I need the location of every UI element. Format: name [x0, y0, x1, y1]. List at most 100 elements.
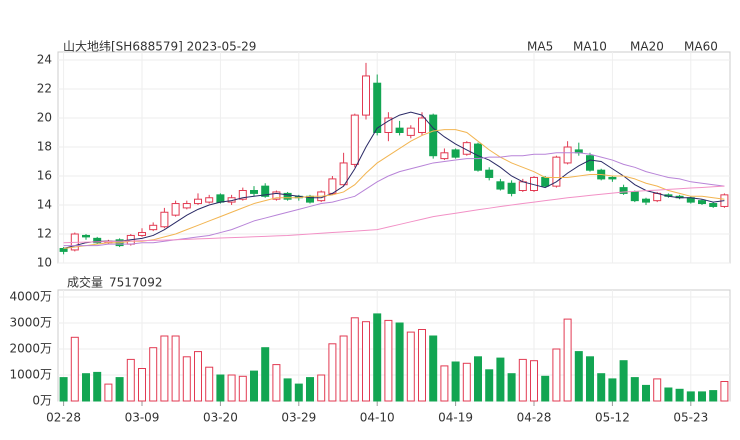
volume-bar [574, 351, 583, 402]
volume-bar [451, 361, 460, 402]
volume-bar [70, 336, 79, 402]
candle-body [194, 198, 202, 205]
volume-bar [115, 377, 124, 402]
candle-body [709, 203, 718, 207]
x-tick-label: 04-10 [360, 411, 395, 425]
volume-bar [317, 374, 326, 402]
volume-title: 成交量 [67, 275, 103, 290]
ma-line [63, 129, 725, 249]
candle-body [608, 176, 617, 180]
candle-body [395, 127, 404, 133]
volume-bar [104, 383, 113, 402]
volume-frame [57, 289, 731, 402]
volume-bar [182, 356, 191, 402]
volume-bar [149, 347, 158, 402]
volume-bar [586, 356, 594, 402]
y-tick-label: 12 [37, 227, 52, 241]
y-tick-label: 16 [37, 169, 52, 183]
x-tick-label: 04-28 [517, 411, 552, 425]
candle-body [350, 114, 359, 165]
candle-body [82, 234, 90, 238]
ma-line [63, 111, 725, 249]
volume-bar [216, 374, 225, 402]
volume-bar [384, 319, 393, 402]
candle-body [59, 248, 68, 252]
volume-bar [205, 366, 214, 402]
volume-bar [328, 343, 337, 402]
legend-label: MA10 [573, 40, 607, 54]
candle-body [216, 194, 225, 203]
candle-body [642, 198, 650, 203]
x-tick-label: 05-12 [595, 411, 630, 425]
volume-bar [171, 335, 180, 402]
volume-bar [642, 384, 650, 402]
candle-body [261, 185, 270, 197]
volume-bar [686, 391, 695, 402]
candle-body [630, 191, 639, 202]
candle-body [238, 190, 247, 200]
y-tick-label: 22 [37, 82, 52, 96]
volume-bar [59, 377, 68, 402]
candle-body [541, 176, 550, 187]
candle-body [272, 191, 281, 200]
volume-bar [485, 369, 494, 402]
candle-body [149, 224, 158, 231]
candle-body [205, 197, 214, 203]
volume-bar [261, 347, 270, 402]
volume-bar [93, 371, 102, 402]
volume-bar [518, 358, 527, 402]
candle-body [451, 149, 460, 158]
candle-body [619, 187, 628, 194]
volume-bar [440, 365, 449, 402]
volume-bar [373, 313, 382, 402]
candle-body [698, 200, 706, 205]
candle-body [406, 127, 415, 136]
volume-bar [664, 387, 673, 402]
volume-bar [138, 368, 146, 402]
candle-body [283, 192, 292, 200]
volume-bar [619, 360, 628, 402]
candle-body [418, 117, 426, 133]
candle-body [496, 181, 505, 190]
candle-body [563, 146, 572, 164]
x-tick-label: 05-23 [673, 411, 708, 425]
volume-bar [507, 373, 516, 402]
volume-bar [238, 375, 247, 402]
volume-bar [339, 335, 348, 402]
ma-line [63, 185, 725, 244]
volume-bar [429, 335, 438, 402]
ma-line [63, 152, 725, 247]
candle-body [362, 75, 370, 116]
volume-bar [530, 360, 538, 402]
x-tick-label: 03-20 [203, 411, 238, 425]
volume-bar [283, 378, 292, 402]
volume-bar [272, 364, 281, 402]
volume-bar [350, 317, 359, 402]
volume-bar [563, 318, 572, 402]
candle-body [518, 181, 527, 192]
volume-bar [362, 321, 370, 402]
candle-body [552, 156, 561, 187]
legend-label: MA20 [630, 40, 664, 54]
volume-bar [541, 375, 550, 402]
volume-bar [418, 329, 426, 402]
volume-bar [474, 356, 482, 402]
y-tick-label: 18 [37, 140, 52, 154]
volume-bar [462, 362, 471, 402]
y-tick-label: 4000万 [9, 290, 52, 304]
legend-label: MA5 [527, 40, 553, 54]
volume-bar [160, 335, 169, 402]
volume-bar [395, 322, 404, 402]
candle-body [171, 203, 180, 216]
candle-body [440, 152, 449, 160]
volume-bar [496, 357, 505, 402]
y-tick-label: 14 [37, 198, 52, 212]
candle-body [384, 117, 393, 133]
y-tick-label: 3000万 [9, 316, 52, 330]
x-tick-label: 04-19 [438, 411, 473, 425]
volume-latest: 7517092 [109, 276, 162, 290]
candle-body [93, 237, 102, 244]
volume-bar [250, 370, 258, 402]
volume-bar [709, 390, 718, 402]
